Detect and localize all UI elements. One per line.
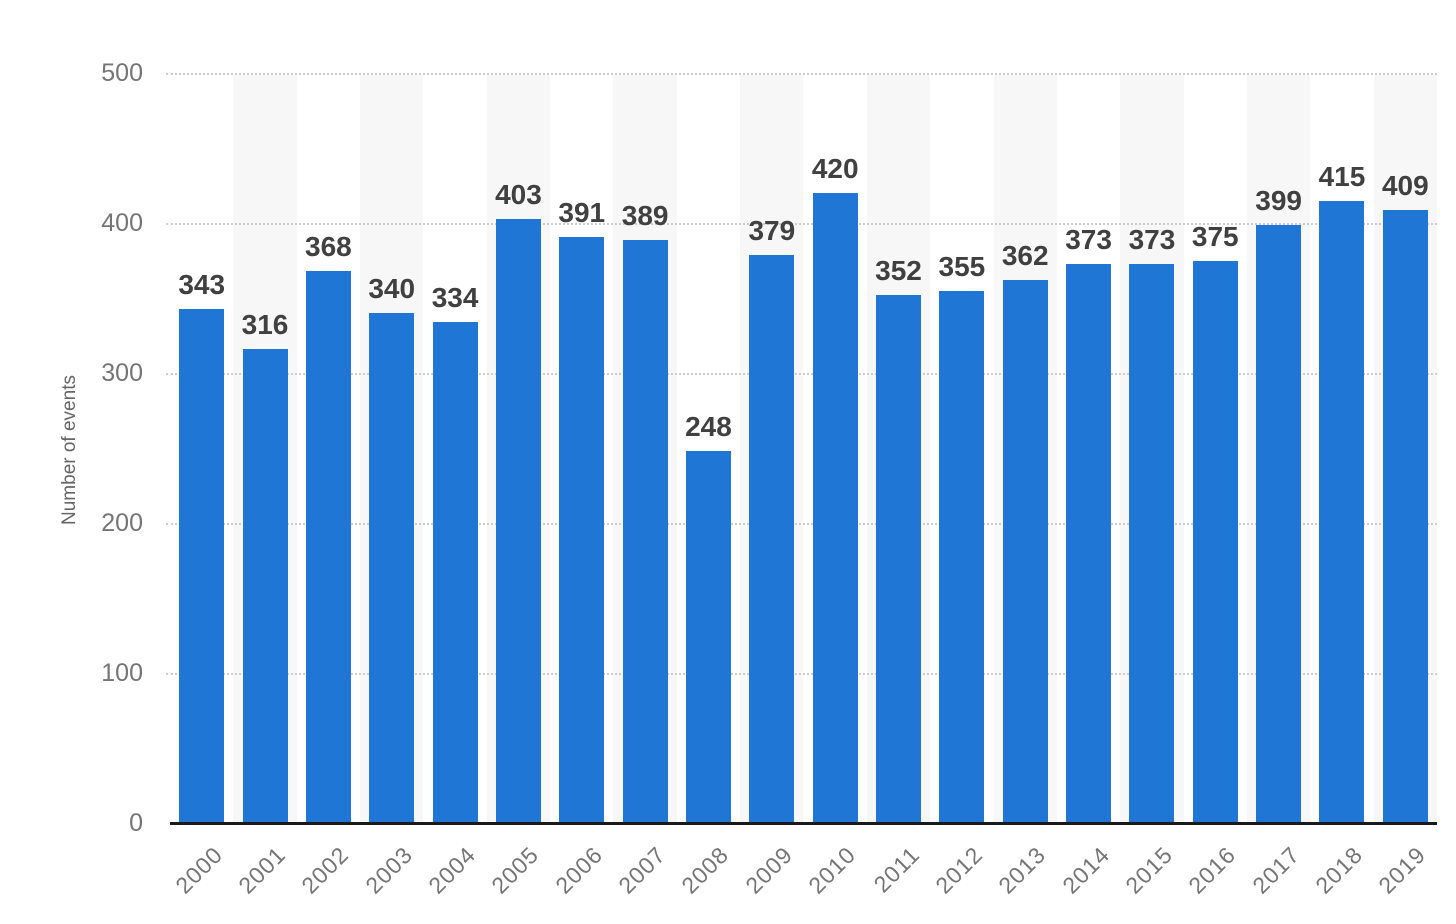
bar-value-label-2012: 355: [938, 250, 986, 282]
gridline-100: [166, 673, 1437, 675]
bar-2002[interactable]: [305, 271, 351, 823]
y-axis-title: Number of events: [59, 375, 80, 525]
y-tick-label-400: 400: [101, 209, 143, 237]
bar-value-label-2009: 379: [748, 214, 796, 246]
bar-2017[interactable]: [1256, 224, 1302, 823]
bar-value-label-2014: 373: [1065, 223, 1112, 255]
bar-2004[interactable]: [432, 322, 478, 823]
bar-value-label-2006: 391: [558, 196, 606, 228]
bar-value-label-2016: 375: [1191, 220, 1239, 252]
bar-2001[interactable]: [242, 349, 288, 823]
bar-value-label-2005: 403: [495, 178, 542, 210]
bar-value-label-2003: 340: [368, 273, 416, 304]
y-tick-label-200: 200: [101, 509, 143, 537]
bar-value-label-2010: 420: [811, 153, 859, 184]
bar-2012[interactable]: [939, 290, 985, 823]
bar-value-label-2008: 248: [685, 411, 732, 442]
bar-value-label-2019: 409: [1381, 169, 1429, 201]
gridline-200: [166, 523, 1437, 525]
bar-2009[interactable]: [749, 254, 795, 823]
bar-2019[interactable]: [1382, 209, 1428, 823]
bar-value-label-2013: 362: [1001, 240, 1049, 271]
bar-2003[interactable]: [369, 313, 415, 823]
bar-value-label-2015: 373: [1128, 223, 1176, 255]
bar-2006[interactable]: [559, 236, 605, 823]
x-axis-line: [170, 822, 1437, 825]
bar-value-label-2011: 352: [875, 255, 922, 286]
bar-2014[interactable]: [1066, 263, 1112, 823]
bar-2015[interactable]: [1129, 263, 1175, 823]
bar-value-label-2004: 334: [431, 282, 479, 313]
gridline-500: [166, 73, 1437, 75]
gridline-300: [166, 373, 1437, 375]
bar-2011[interactable]: [876, 295, 922, 823]
bar-value-label-2017: 399: [1255, 184, 1302, 216]
y-tick-label-500: 500: [101, 59, 143, 87]
bar-value-label-2002: 368: [305, 231, 352, 262]
gridline-400: [166, 223, 1437, 225]
bar-2005[interactable]: [495, 218, 541, 823]
y-tick-label-0: 0: [129, 809, 143, 837]
bar-2008[interactable]: [685, 451, 731, 823]
bar-2007[interactable]: [622, 239, 668, 823]
bar-2016[interactable]: [1192, 260, 1238, 823]
y-tick-label-300: 300: [101, 359, 143, 387]
bar-value-label-2018: 415: [1318, 160, 1366, 192]
bar-2000[interactable]: [179, 308, 225, 823]
y-tick-label-100: 100: [101, 659, 143, 687]
bar-2018[interactable]: [1319, 200, 1365, 823]
bar-2010[interactable]: [812, 193, 858, 823]
bar-value-label-2007: 389: [621, 199, 669, 231]
bar-2013[interactable]: [1002, 280, 1048, 823]
bar-value-label-2000: 343: [178, 268, 226, 300]
bar-value-label-2001: 316: [241, 309, 289, 340]
